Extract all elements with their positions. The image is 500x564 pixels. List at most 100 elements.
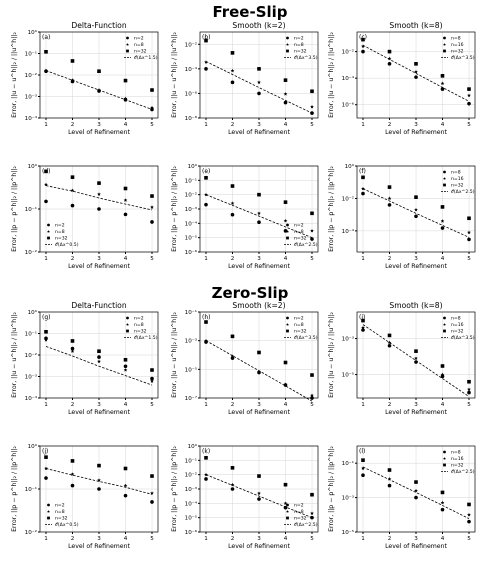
data-point-square <box>123 78 128 83</box>
data-point-star <box>467 230 471 235</box>
data-point-circle <box>257 91 261 96</box>
chart-panel-a: 1 2 3 4 5 10⁻⁴ 10⁻³ 10⁻² 10⁻¹ 10⁰ Delta-Function (a… <box>11 21 159 136</box>
legend-marker-star <box>286 42 289 46</box>
y-axis-label: Error, ||u − u^h||₂ / ||u^h||₂ <box>171 32 178 118</box>
legend-entry: n=2 <box>294 316 304 322</box>
data-point-circle <box>44 199 48 204</box>
data-point-square <box>230 334 235 339</box>
x-tick-label: 4 <box>284 402 288 408</box>
data-point-star <box>283 92 288 96</box>
x-tick-label: 1 <box>361 536 365 542</box>
y-tick-label: 10⁰ <box>28 309 38 316</box>
data-point-star <box>283 501 288 505</box>
x-tick-label: 1 <box>361 402 365 408</box>
legend-entry: 𝒪(Δx^1.5) <box>134 335 158 341</box>
data-point-square <box>467 87 471 91</box>
data-point-square <box>283 78 288 82</box>
y-tick-label: 10⁰ <box>345 163 355 170</box>
data-point-star <box>467 512 471 517</box>
y-axis-label: Error, ||p − p^h||₂ / ||p^h||₂ <box>11 166 18 252</box>
data-point-star <box>414 356 418 360</box>
legend-marker-circle <box>443 36 446 40</box>
y-tick-label: 10⁻⁸ <box>185 115 198 122</box>
chart-panel-f: 1 2 3 4 5 10⁻⁴ 10⁻² 10⁰ (f) Level of Refinement Er… <box>328 163 476 270</box>
x-tick-label: 4 <box>441 256 445 262</box>
panel-label: (f) <box>359 168 366 175</box>
data-point-star <box>361 466 365 470</box>
legend-marker-star <box>443 42 446 46</box>
legend-entry: n=32 <box>134 329 147 335</box>
y-tick-label: 10⁻¹ <box>342 460 354 467</box>
chart-panel-b: 1 2 3 4 5 10⁻⁸ 10⁻⁶ 10⁻⁴ 10⁻² Smooth (k=2) (b) Leve… <box>171 21 319 136</box>
y-tick-label: 10⁻² <box>185 472 197 479</box>
y-tick-label: 10⁻¹ <box>25 331 37 338</box>
x-tick-label: 2 <box>231 536 235 542</box>
y-tick-label: 10⁻² <box>25 249 37 256</box>
legend-marker-circle <box>286 223 289 227</box>
data-point-star <box>361 325 365 330</box>
data-point-circle <box>97 355 101 359</box>
y-axis-label: Error, ||u − u^h||₂ / ||u^h||₂ <box>171 312 178 398</box>
data-point-star <box>230 201 235 205</box>
legend-entry: n=8 <box>55 509 65 515</box>
x-tick-label: 2 <box>71 256 75 262</box>
data-point-circle <box>440 87 445 91</box>
legend-marker-square <box>47 236 50 240</box>
y-axis-label: Error, ||u − u^h||₂ / ||u^h||₂ <box>328 32 335 118</box>
data-point-star <box>44 466 48 471</box>
data-point-square <box>230 184 235 188</box>
data-point-star <box>230 68 235 73</box>
legend-entry: n=2 <box>134 316 144 322</box>
legend-marker-circle <box>286 316 289 320</box>
data-point-circle <box>70 203 75 208</box>
data-point-circle <box>387 62 392 66</box>
data-point-square <box>44 455 48 459</box>
x-tick-label: 5 <box>310 122 314 128</box>
data-point-square <box>310 373 314 377</box>
legend-marker-square <box>286 516 289 520</box>
y-tick-label: 10⁰ <box>28 443 38 450</box>
legend-marker-square <box>443 49 446 53</box>
x-tick-label: 3 <box>414 256 418 262</box>
data-point-square <box>150 194 154 198</box>
x-tick-label: 3 <box>97 122 101 128</box>
data-point-square <box>150 368 154 372</box>
y-tick-label: 10⁻⁶ <box>185 90 198 97</box>
panel-title: Delta-Function <box>71 301 126 310</box>
x-tick-label: 2 <box>388 256 392 262</box>
data-point-star <box>257 491 261 495</box>
data-point-star <box>150 205 154 209</box>
x-tick-label: 4 <box>124 536 128 542</box>
y-tick-label: 10⁻⁵ <box>185 235 197 242</box>
data-point-square <box>440 205 445 209</box>
data-point-circle <box>387 483 392 488</box>
panel-label: (h) <box>202 314 210 321</box>
x-tick-label: 1 <box>44 122 48 128</box>
chart-panel-h: 1 2 3 4 5 10⁻⁷ 10⁻⁵ 10⁻³ 10⁻¹ Smooth (k=2) (h) Leve… <box>171 301 319 416</box>
data-point-square <box>123 357 128 362</box>
y-tick-label: 10⁰ <box>188 163 198 170</box>
legend-marker-circle <box>443 170 446 174</box>
data-point-circle <box>361 473 365 478</box>
legend-entry: n=32 <box>451 183 464 189</box>
x-tick-label: 2 <box>71 402 75 408</box>
y-axis-label: Error, ||p − p^h||₂ / ||p^h||₂ <box>328 166 335 252</box>
reference-line <box>362 44 470 102</box>
data-point-square <box>467 379 471 384</box>
legend-entry: n=8 <box>451 36 461 42</box>
panel-title: Delta-Function <box>71 21 126 30</box>
x-axis-label: Level of Refinement <box>385 129 447 136</box>
legend-marker-square <box>126 329 129 333</box>
x-tick-label: 5 <box>467 402 471 408</box>
x-tick-label: 2 <box>388 122 392 128</box>
legend-marker-star <box>286 509 289 513</box>
data-point-circle <box>387 343 392 348</box>
data-point-circle <box>150 220 154 224</box>
reference-line <box>362 324 470 397</box>
legend-marker-star <box>443 176 446 180</box>
y-tick-label: 10⁻⁶ <box>342 102 355 109</box>
legend-entry: n=2 <box>134 36 144 42</box>
y-tick-label: 10⁻⁴ <box>185 66 198 73</box>
x-tick-label: 2 <box>231 122 235 128</box>
y-tick-label: 10⁰ <box>28 163 38 170</box>
